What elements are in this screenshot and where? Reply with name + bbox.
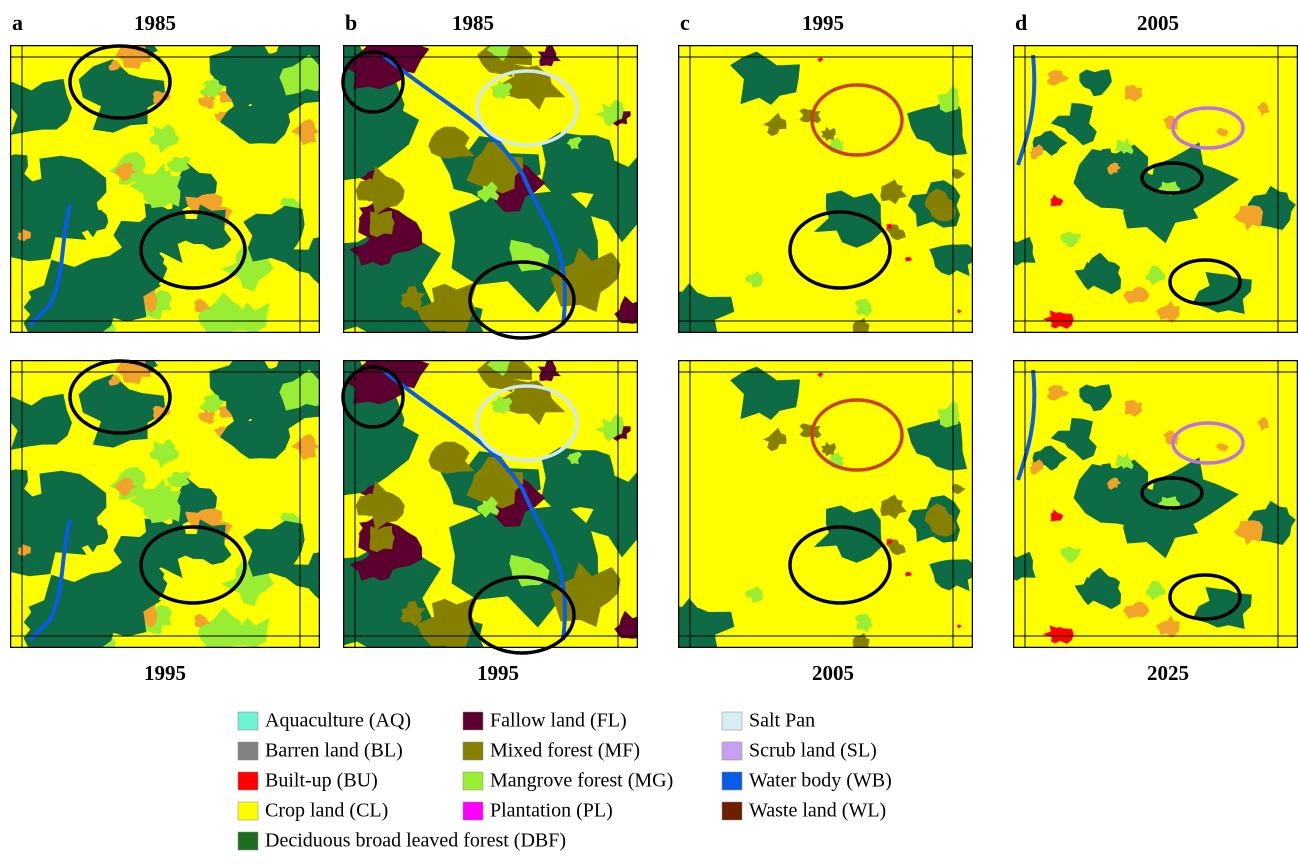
legend-swatch bbox=[238, 712, 258, 730]
legend-swatch bbox=[722, 772, 742, 790]
legend-label: Barren land (BL) bbox=[265, 740, 403, 762]
legend-label: Mangrove forest (MG) bbox=[490, 770, 673, 792]
legend-label: Aquaculture (AQ) bbox=[265, 710, 411, 732]
legend-label: Plantation (PL) bbox=[490, 800, 613, 822]
legend-swatch bbox=[238, 832, 258, 850]
panel-letter: d bbox=[1015, 10, 1027, 35]
year-label: 1995 bbox=[477, 661, 519, 685]
legend-label: Waste land (WL) bbox=[749, 800, 886, 822]
year-label: 2005 bbox=[812, 661, 854, 685]
legend-label: Scrub land (SL) bbox=[749, 740, 877, 762]
panel-letter: c bbox=[680, 10, 690, 35]
legend-swatch bbox=[463, 802, 483, 820]
legend-label: Water body (WB) bbox=[749, 770, 892, 792]
year-label: 1985 bbox=[134, 11, 176, 35]
legend-label: Built-up (BU) bbox=[265, 770, 378, 792]
legend-swatch bbox=[722, 742, 742, 760]
year-label: 2005 bbox=[1137, 11, 1179, 35]
legend-swatch bbox=[463, 742, 483, 760]
legend-label: Fallow land (FL) bbox=[490, 710, 627, 732]
legend-swatch bbox=[463, 712, 483, 730]
panel-letter: a bbox=[12, 10, 23, 35]
legend-label: Deciduous broad leaved forest (DBF) bbox=[265, 830, 566, 852]
panel-letter: b bbox=[345, 10, 357, 35]
legend-swatch bbox=[722, 712, 742, 730]
map bbox=[0, 343, 352, 671]
map bbox=[990, 360, 1298, 648]
map bbox=[640, 45, 978, 356]
legend-swatch bbox=[238, 802, 258, 820]
legend-swatch bbox=[463, 772, 483, 790]
legend-swatch bbox=[238, 742, 258, 760]
figure: a 1985 1995 b 1985 1995 c 1995 2005 d 2005 2025 Aqua… bbox=[0, 0, 1298, 864]
map bbox=[271, 18, 697, 346]
year-label: 1985 bbox=[452, 11, 494, 35]
map bbox=[271, 333, 697, 661]
land-patch bbox=[370, 211, 395, 237]
map bbox=[640, 360, 978, 671]
legend-label: Salt Pan bbox=[749, 710, 815, 732]
legend-label: Mixed forest (MF) bbox=[490, 740, 640, 762]
map bbox=[990, 45, 1298, 333]
legend-swatch bbox=[238, 772, 258, 790]
year-label: 2025 bbox=[1147, 661, 1189, 685]
legend-label: Crop land (CL) bbox=[265, 800, 388, 822]
legend-swatch bbox=[722, 802, 742, 820]
map bbox=[0, 28, 352, 356]
year-label: 1995 bbox=[802, 11, 844, 35]
land-patch bbox=[370, 526, 395, 552]
year-label: 1995 bbox=[144, 661, 186, 685]
